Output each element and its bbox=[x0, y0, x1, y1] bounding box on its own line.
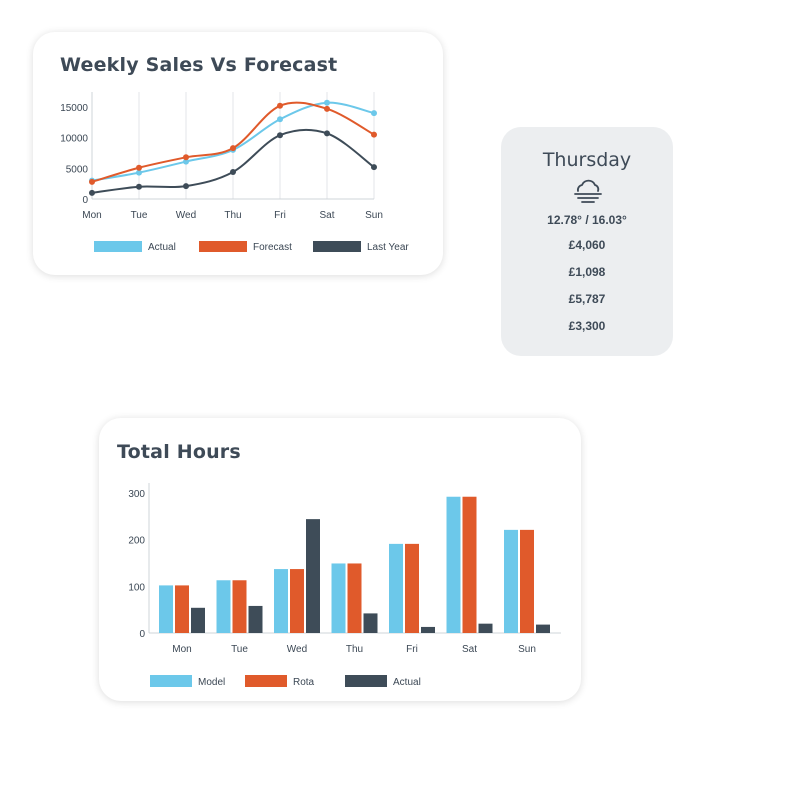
bar-model bbox=[331, 563, 346, 633]
bar-rota bbox=[462, 496, 477, 633]
data-point-forecast bbox=[136, 164, 142, 171]
y-tick-label: 100 bbox=[128, 582, 145, 593]
x-tick-label: Wed bbox=[176, 210, 196, 221]
weather-temperature: 12.78° / 16.03° bbox=[547, 213, 627, 227]
x-tick-label: Wed bbox=[287, 644, 307, 655]
data-point-actual bbox=[277, 116, 283, 123]
data-point-forecast bbox=[89, 178, 95, 185]
bar-actual bbox=[536, 624, 550, 633]
weather-day: Thursday bbox=[542, 149, 632, 171]
y-tick-label: 300 bbox=[128, 489, 145, 500]
bar-actual bbox=[248, 605, 263, 633]
bar-model bbox=[389, 543, 403, 633]
x-tick-label: Sat bbox=[319, 210, 334, 221]
y-tick-label: 15000 bbox=[60, 103, 88, 114]
bar-rota bbox=[347, 563, 362, 633]
bar-actual bbox=[421, 626, 435, 633]
x-tick-label: Fri bbox=[406, 644, 418, 655]
data-point-last-year bbox=[230, 169, 236, 176]
y-tick-label: 0 bbox=[82, 195, 88, 206]
x-tick-label: Tue bbox=[231, 644, 248, 655]
legend-swatch bbox=[199, 241, 247, 252]
data-point-forecast bbox=[277, 102, 283, 109]
legend-label: Last Year bbox=[367, 242, 409, 253]
x-tick-label: Sun bbox=[518, 644, 536, 655]
x-tick-label: Fri bbox=[274, 210, 286, 221]
x-tick-label: Mon bbox=[172, 644, 191, 655]
bar-model bbox=[504, 529, 518, 633]
bar-rota bbox=[290, 569, 304, 633]
legend-swatch bbox=[94, 241, 142, 252]
weather-value-4: £3,300 bbox=[568, 319, 606, 333]
legend-swatch bbox=[150, 675, 192, 687]
legend-label: Rota bbox=[293, 677, 315, 688]
bar-model bbox=[216, 580, 231, 633]
bar-model bbox=[274, 569, 288, 633]
x-tick-label: Tue bbox=[131, 210, 148, 221]
data-point-forecast bbox=[324, 105, 330, 112]
legend-label: Actual bbox=[393, 677, 421, 688]
hours-bar-chart: 0 100 200 300 Mon Tue Wed Thu Fri Sat Sun Model Rota… bbox=[128, 483, 561, 688]
data-point-forecast bbox=[371, 131, 377, 138]
data-point-forecast bbox=[183, 154, 189, 161]
bar-rota bbox=[405, 543, 419, 633]
data-point-forecast bbox=[230, 145, 236, 152]
legend-swatch bbox=[245, 675, 287, 687]
x-tick-label: Thu bbox=[224, 210, 241, 221]
data-point-last-year bbox=[277, 132, 283, 139]
bar-model bbox=[446, 496, 461, 633]
legend-label: Actual bbox=[148, 242, 176, 253]
y-tick-label: 0 bbox=[139, 629, 145, 640]
bar-rota bbox=[232, 580, 247, 633]
weather-value-1: £4,060 bbox=[568, 238, 606, 252]
legend-label: Model bbox=[198, 677, 225, 688]
data-point-actual bbox=[324, 99, 330, 106]
hours-chart-title: Total Hours bbox=[117, 441, 241, 463]
bar-actual bbox=[306, 519, 320, 633]
data-point-last-year bbox=[89, 189, 95, 196]
data-point-last-year bbox=[183, 183, 189, 190]
data-point-actual bbox=[136, 169, 142, 176]
bar-rota bbox=[520, 529, 534, 633]
bar-rota bbox=[175, 585, 189, 633]
x-tick-label: Sun bbox=[365, 210, 383, 221]
data-point-actual bbox=[371, 110, 377, 117]
weather-value-2: £1,098 bbox=[568, 265, 606, 279]
legend-swatch bbox=[313, 241, 361, 252]
data-point-last-year bbox=[324, 130, 330, 137]
y-tick-label: 5000 bbox=[66, 164, 89, 175]
sales-line-chart: 0 5000 10000 15000 Mon Tue Wed Thu Fri Sat Sun Actu… bbox=[60, 92, 409, 253]
legend-label: Forecast bbox=[253, 242, 292, 253]
weather-value-3: £5,787 bbox=[568, 292, 606, 306]
x-tick-label: Mon bbox=[82, 210, 101, 221]
x-tick-label: Sat bbox=[462, 644, 477, 655]
bar-actual bbox=[363, 613, 378, 633]
total-hours-card: Total Hours 0 100 200 300 Mon Tue Wed Thu Fri Sat… bbox=[99, 418, 581, 701]
fog-cloud-icon bbox=[574, 179, 602, 203]
sales-chart-title: Weekly Sales Vs Forecast bbox=[60, 54, 338, 76]
data-point-last-year bbox=[371, 164, 377, 171]
legend-swatch bbox=[345, 675, 387, 687]
bar-model bbox=[159, 585, 173, 633]
bar-actual bbox=[191, 607, 205, 633]
y-tick-label: 200 bbox=[128, 536, 145, 547]
x-tick-label: Thu bbox=[346, 644, 363, 655]
weather-card: Thursday 12.78° / 16.03° £4,060 £1,098 £… bbox=[501, 127, 673, 356]
data-point-last-year bbox=[136, 183, 142, 190]
weekly-sales-card: Weekly Sales Vs Forecast 0 5000 10000 15000… bbox=[33, 32, 443, 275]
y-tick-label: 10000 bbox=[60, 134, 88, 145]
bar-actual bbox=[478, 623, 493, 633]
data-point-actual bbox=[183, 158, 189, 165]
